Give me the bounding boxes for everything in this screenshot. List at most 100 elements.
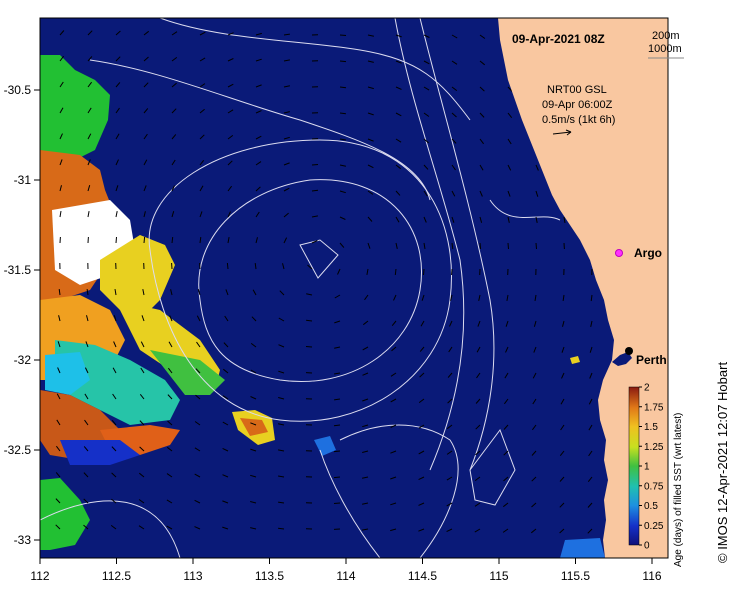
current-arrow: [143, 185, 147, 192]
current-arrow: [278, 449, 285, 452]
current-arrow: [535, 190, 539, 197]
current-arrow: [306, 319, 313, 322]
current-arrow: [311, 239, 318, 244]
current-arrow: [367, 60, 374, 63]
y-tick-label: -30.5: [4, 83, 32, 97]
current-arrow: [507, 242, 509, 250]
current-arrow: [199, 237, 202, 244]
current-arrow: [58, 289, 61, 296]
current-arrow: [222, 526, 229, 530]
current-arrow: [587, 502, 593, 508]
current-arrow: [222, 500, 229, 504]
land-area: [498, 18, 668, 558]
current-arrow: [113, 315, 117, 322]
current-arrow: [479, 216, 483, 223]
current-arrow: [222, 474, 229, 478]
current-arrow: [166, 499, 173, 504]
current-arrow: [84, 419, 89, 426]
current-arrow: [171, 236, 174, 244]
current-arrow: [479, 34, 486, 39]
argo-marker: Argo: [615, 246, 662, 260]
current-info: NRT00 GSL 09-Apr 06:00Z 0.5m/s (1kt 6h): [542, 84, 615, 136]
current-arrow: [115, 107, 120, 114]
current-arrow: [423, 112, 430, 117]
current-arrow: [333, 476, 341, 479]
current-arrow: [339, 34, 347, 36]
current-arrow: [339, 216, 346, 220]
current-arrow: [227, 134, 234, 140]
current-arrow: [333, 502, 341, 504]
current-arrow: [223, 342, 229, 348]
city-label: Perth: [636, 353, 667, 367]
current-arrow: [59, 30, 65, 36]
current-arrow: [507, 190, 511, 197]
current-arrow: [562, 320, 565, 327]
current-arrow: [252, 289, 257, 296]
colorbar-tick-label: 1.5: [644, 422, 658, 433]
current-arrow: [227, 58, 234, 62]
current-arrow: [227, 160, 233, 166]
current-arrow: [283, 85, 290, 88]
current-arrow: [446, 424, 453, 430]
current-arrow: [59, 107, 64, 114]
current-arrow: [418, 398, 425, 404]
current-arrow: [589, 372, 593, 379]
current-arrow: [86, 289, 89, 296]
bathy-legend-1000m: 1000m: [648, 43, 682, 55]
current-arrow: [113, 341, 117, 348]
current-arrow: [283, 111, 290, 114]
current-arrow: [502, 502, 509, 508]
current-arrow: [447, 372, 453, 378]
current-arrow: [587, 476, 593, 483]
current-arrow: [58, 315, 61, 322]
current-arrow: [194, 421, 201, 426]
current-arrow: [83, 446, 89, 452]
current-arrow: [479, 138, 485, 145]
current-arrow: [559, 528, 565, 534]
current-arrow: [166, 473, 173, 478]
current-arrow: [84, 393, 89, 400]
current-arrow: [451, 164, 456, 171]
current-arrow: [56, 445, 61, 452]
credit-text: © IMOS 12-Apr-2021 12:07 Hobart: [715, 362, 730, 563]
current-arrow: [362, 346, 369, 351]
current-arrow: [307, 264, 313, 270]
perth-marker: Perth: [625, 347, 667, 367]
current-arrow: [139, 446, 145, 452]
current-arrow: [451, 216, 455, 223]
current-arrow: [143, 236, 146, 244]
current-arrow: [535, 242, 537, 250]
current-arrow: [367, 86, 374, 90]
current-arrow: [87, 107, 92, 114]
current-arrow: [504, 372, 509, 379]
y-tick-label: -31.5: [4, 263, 32, 277]
current-arrow: [194, 526, 201, 530]
current-arrow: [143, 159, 148, 166]
current-arrow: [171, 108, 177, 114]
current-arrow: [59, 55, 64, 62]
current-arrow: [446, 502, 453, 507]
current-arrow: [367, 164, 374, 169]
current-arrow: [532, 424, 537, 431]
current-arrow: [448, 346, 453, 353]
x-tick-label: 113: [183, 569, 202, 583]
current-arrow: [366, 268, 369, 275]
current-arrow: [390, 424, 397, 428]
current-arrow: [87, 211, 90, 218]
current-arrow: [194, 473, 201, 478]
current-arrow: [250, 501, 257, 504]
current-arrow: [561, 372, 565, 379]
current-arrow: [339, 190, 346, 194]
x-tick-label: 112.5: [102, 569, 131, 583]
current-arrow: [199, 57, 206, 62]
current-arrow: [535, 216, 538, 223]
current-arrow: [395, 112, 402, 117]
current-arrow: [418, 450, 425, 455]
current-arrow: [115, 82, 121, 88]
current-arrow: [56, 393, 61, 400]
current-arrow: [311, 215, 318, 218]
current-arrow: [419, 372, 425, 378]
current-arrow: [475, 424, 481, 430]
current-arrow: [334, 372, 341, 375]
